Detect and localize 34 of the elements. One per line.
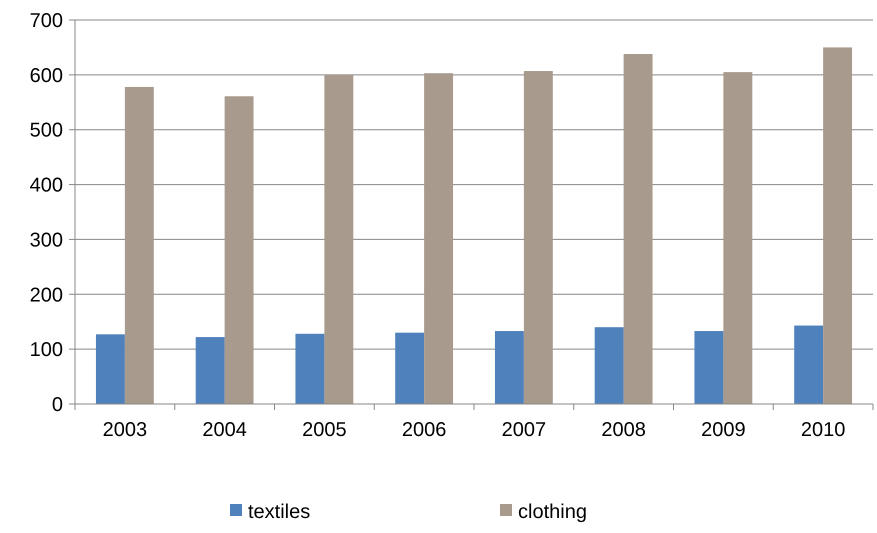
y-tick-label: 500 <box>30 120 63 142</box>
bar <box>424 73 454 404</box>
x-tick-label: 2004 <box>202 419 247 441</box>
bar <box>196 337 225 404</box>
bar <box>694 331 724 404</box>
bar <box>494 331 524 404</box>
x-tick-label: 2008 <box>601 419 646 441</box>
bar <box>224 96 254 404</box>
bar <box>794 326 824 404</box>
x-tick-label: 2009 <box>701 419 746 441</box>
x-tick-label: 2003 <box>102 419 148 441</box>
x-tick-label: 2010 <box>800 419 846 441</box>
bar <box>723 72 752 404</box>
y-tick-label: 400 <box>30 174 63 197</box>
y-tick-label: 0 <box>52 394 63 416</box>
bar <box>823 47 852 404</box>
legend-label: textiles <box>248 501 310 523</box>
x-tick-label: 2005 <box>302 419 347 441</box>
legend-label: clothing <box>518 501 587 523</box>
y-tick-label: 300 <box>30 229 63 252</box>
bar <box>524 71 553 404</box>
bar <box>324 74 354 404</box>
y-tick-label: 100 <box>30 339 63 362</box>
bar <box>395 332 424 404</box>
x-tick-label: 2006 <box>402 419 446 441</box>
y-tick-label: 700 <box>30 10 63 32</box>
x-tick-label: 2007 <box>502 419 546 441</box>
bar <box>124 86 154 404</box>
bar <box>594 327 624 404</box>
y-tick-label: 600 <box>30 64 63 87</box>
y-tick-label: 200 <box>30 284 63 306</box>
bar <box>295 334 324 404</box>
bar <box>624 54 653 404</box>
bar <box>96 334 125 404</box>
